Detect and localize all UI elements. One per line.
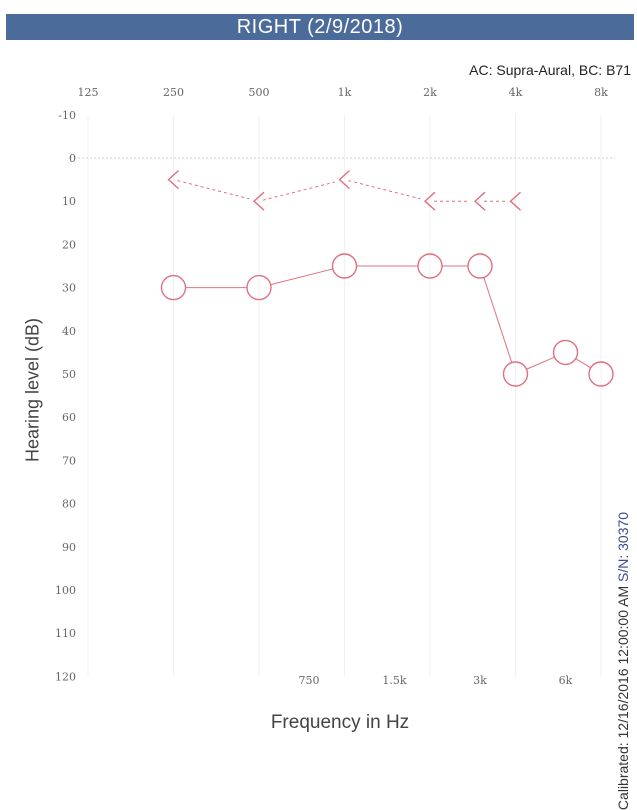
y-axis-label: Hearing level (dB)	[22, 317, 43, 463]
transducer-subtitle: AC: Supra-Aural, BC: B71	[469, 62, 631, 78]
x-tick-label-top: 2k	[423, 86, 437, 99]
y-tick-label: 20	[62, 238, 76, 251]
y-tick-label: 60	[62, 411, 76, 424]
calibration-text: Calibrated: 12/16/2016 12:00:00 AM	[615, 585, 631, 810]
grid	[70, 114, 615, 677]
bc-marker	[338, 170, 350, 190]
y-tick-labels: -10 0 10 20 30 40 50 60 70 80 90 100 110 120	[55, 109, 76, 684]
x-tick-label-bottom: 3k	[473, 674, 487, 687]
series-segment	[483, 277, 513, 363]
x-tick-labels-top: 125 250 500 1k 2k 4k 8k	[78, 86, 609, 99]
bc-marker	[252, 191, 265, 211]
x-axis-label: Frequency in Hz	[270, 712, 410, 733]
ac-marker	[552, 339, 579, 366]
y-tick-label: 0	[69, 152, 76, 165]
air-conduction-series	[160, 253, 614, 387]
series-segment	[270, 268, 333, 286]
y-tick-label: 80	[62, 498, 76, 511]
y-tick-label: 30	[62, 282, 76, 295]
series-segment	[262, 181, 335, 201]
x-tick-label-top: 500	[249, 86, 270, 99]
x-tick-label-top: 8k	[594, 86, 608, 99]
y-tick-label: 70	[62, 454, 76, 467]
chart-title: RIGHT (2/9/2018)	[6, 14, 634, 40]
y-tick-label: 50	[62, 368, 76, 381]
ac-marker	[417, 253, 443, 279]
y-tick-label: -10	[58, 109, 76, 122]
audiogram-plot: -10 0 10 20 30 40 50 60 70 80 90 100 110 120 125 250 50…	[55, 86, 615, 687]
series-segment	[177, 180, 250, 200]
y-tick-label: 90	[62, 541, 76, 554]
serial-number: S/N: 30370	[615, 511, 631, 582]
ac-marker	[502, 361, 529, 387]
series-segment	[348, 180, 421, 200]
bc-marker	[423, 191, 436, 211]
x-tick-label-bottom: 1.5k	[382, 674, 406, 687]
bc-marker	[509, 191, 521, 211]
ac-marker	[467, 253, 493, 279]
series-layer	[160, 170, 614, 387]
x-tick-label-bottom: 750	[299, 674, 320, 687]
ac-marker	[331, 253, 358, 279]
x-tick-label-top: 125	[78, 86, 99, 99]
y-tick-label: 40	[62, 325, 76, 338]
y-tick-label: 110	[55, 627, 76, 640]
x-tick-label-top: 1k	[338, 86, 352, 99]
x-tick-label-top: 250	[163, 86, 184, 99]
y-tick-label: 100	[55, 584, 76, 597]
bone-conduction-series	[167, 170, 521, 211]
bc-marker	[167, 170, 179, 190]
ac-marker	[588, 361, 614, 387]
y-tick-label: 10	[62, 195, 76, 208]
x-tick-labels-bottom: 750 1.5k 3k 6k	[299, 674, 573, 687]
y-tick-label: 120	[55, 670, 76, 683]
ac-marker	[246, 274, 272, 301]
x-tick-label-top: 4k	[509, 86, 523, 99]
ac-marker	[160, 274, 187, 301]
calibration-label: Calibrated: 12/16/2016 12:00:00 AM S/N: …	[615, 512, 631, 810]
x-tick-label-bottom: 6k	[559, 674, 573, 687]
series-segment	[575, 358, 592, 369]
bc-marker	[473, 191, 486, 211]
series-segment	[526, 356, 555, 370]
